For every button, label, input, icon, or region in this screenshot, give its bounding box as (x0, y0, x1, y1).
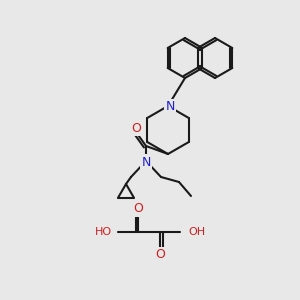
Text: O: O (131, 122, 141, 134)
Text: N: N (141, 155, 151, 169)
Text: N: N (165, 100, 175, 113)
Text: OH: OH (188, 227, 205, 237)
Text: O: O (133, 202, 143, 215)
Text: O: O (155, 248, 165, 262)
Text: HO: HO (95, 227, 112, 237)
